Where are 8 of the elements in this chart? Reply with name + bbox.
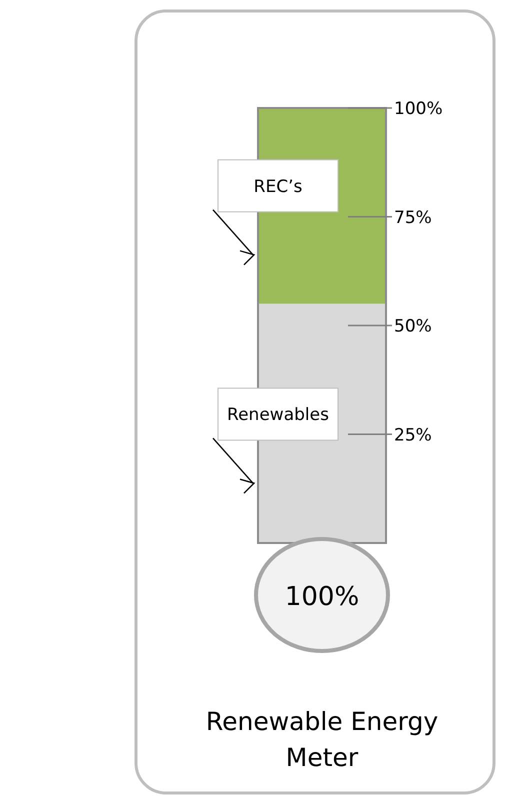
y-tick-label: 100% — [394, 99, 443, 119]
series-label: Renewables — [227, 405, 330, 426]
total-label: 100% — [284, 582, 360, 612]
y-tick-label: 75% — [394, 208, 432, 228]
y-tick-label: 25% — [394, 425, 432, 446]
text: Renewable Energy Meter — [206, 707, 438, 772]
series-label: REC’s — [254, 176, 302, 197]
y-tick-label: 50% — [394, 316, 432, 336]
